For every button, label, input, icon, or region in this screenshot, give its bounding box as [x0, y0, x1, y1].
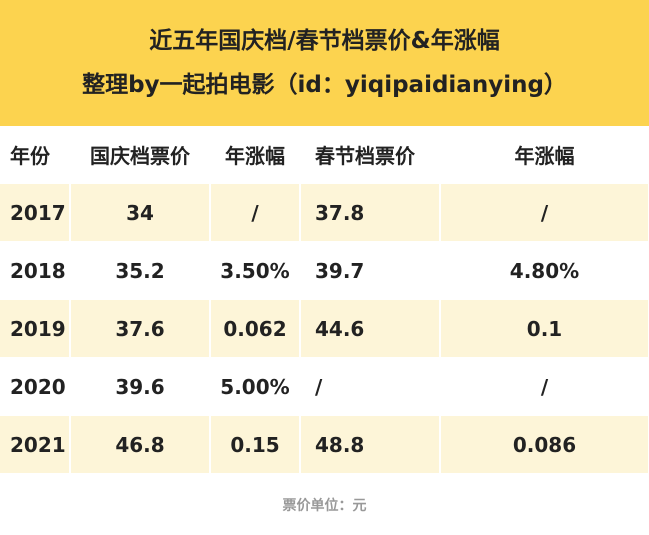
- cell: 39.6: [70, 357, 211, 416]
- cell: /: [210, 183, 301, 242]
- subtitle: 整理by一起拍电影（id：yiqipaidianying）: [82, 72, 567, 98]
- table-body: 年份 国庆档票价 年涨幅 春节档票价 年涨幅 2017 34/37.8/2018 35.2 3.…: [0, 126, 649, 474]
- column-header: 国庆档票价: [70, 126, 211, 184]
- title: 近五年国庆档/春节档票价&年涨幅: [149, 28, 500, 54]
- cell: 0.062: [210, 299, 301, 358]
- column-header: 春节档票价: [300, 126, 441, 184]
- cell: 0.1: [440, 299, 649, 358]
- column-header: 年涨幅: [440, 126, 649, 184]
- cell: 0.086: [440, 415, 649, 474]
- data-row: 2021 46.8 0.15 48.8 0.086: [0, 415, 649, 474]
- column-header: 年份: [0, 126, 71, 184]
- price-table: 年份 国庆档票价 年涨幅 春节档票价 年涨幅 2017 34/37.8/2018 35.2 3.…: [0, 126, 649, 474]
- data-row: 2020 39.6 5.00% / /: [0, 357, 649, 416]
- data-row: 2017 34/37.8/: [0, 183, 649, 242]
- cell: /: [300, 357, 441, 416]
- cell: /: [440, 357, 649, 416]
- cell: 44.6: [300, 299, 441, 358]
- data-row: 2019 37.6 0.062 44.6 0.1: [0, 299, 649, 358]
- cell: 34: [70, 183, 211, 242]
- cell: 37.6: [70, 299, 211, 358]
- cell: 2017: [0, 183, 71, 242]
- title-band: 近五年国庆档/春节档票价&年涨幅 整理by一起拍电影（id：yiqipaidia…: [0, 0, 649, 126]
- cell: 48.8: [300, 415, 441, 474]
- cell: 5.00%: [210, 357, 301, 416]
- cell: /: [440, 183, 649, 242]
- cell: 46.8: [70, 415, 211, 474]
- cell: 2021: [0, 415, 71, 474]
- cell: 3.50%: [210, 241, 301, 300]
- data-row: 2018 35.2 3.50% 39.7 4.80%: [0, 241, 649, 300]
- footer-note: 票价单位：元: [282, 497, 367, 514]
- column-header: 年涨幅: [210, 126, 301, 184]
- cell: 35.2: [70, 241, 211, 300]
- cell: 2020: [0, 357, 71, 416]
- cell: 2018: [0, 241, 71, 300]
- cell: 39.7: [300, 241, 441, 300]
- header-row: 年份 国庆档票价 年涨幅 春节档票价 年涨幅: [0, 126, 649, 184]
- cell: 0.15: [210, 415, 301, 474]
- cell: 2019: [0, 299, 71, 358]
- cell: 4.80%: [440, 241, 649, 300]
- cell: 37.8: [300, 183, 441, 242]
